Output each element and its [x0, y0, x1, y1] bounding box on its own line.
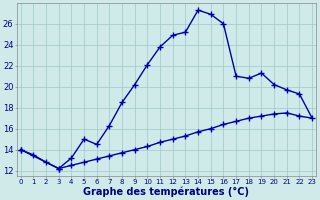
X-axis label: Graphe des températures (°C): Graphe des températures (°C)	[84, 187, 249, 197]
